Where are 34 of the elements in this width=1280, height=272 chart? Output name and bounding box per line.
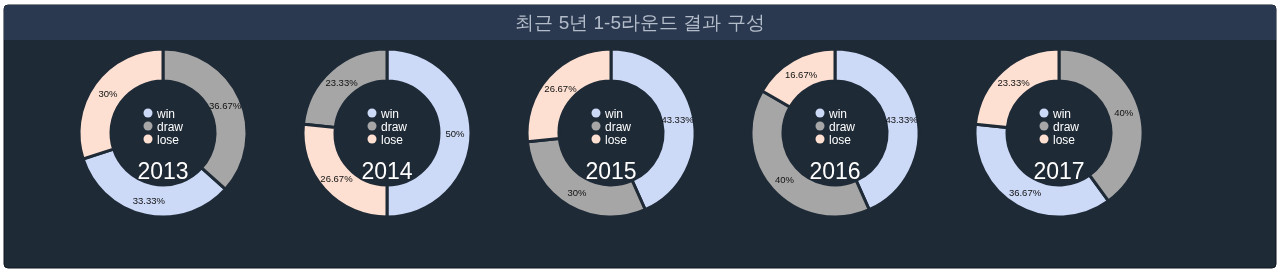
data-label: 23.33% (325, 77, 359, 89)
text: 2015 (585, 158, 637, 184)
legend-label: draw (605, 119, 632, 134)
legend-label: lose (829, 132, 852, 147)
data-label: 30% (567, 186, 588, 198)
data-label: 40% (774, 173, 795, 185)
legend-label: draw (1053, 119, 1080, 134)
data-label: 40% (1114, 106, 1134, 118)
text: 2016 (809, 158, 861, 184)
data-label: 50% (445, 128, 466, 139)
data-label: 16.67% (784, 69, 818, 81)
data-label: 30% (98, 88, 119, 100)
legend-label: win (604, 106, 624, 121)
legend-label: win (380, 106, 400, 121)
legend-label: draw (381, 119, 408, 134)
legend-label: draw (829, 119, 856, 134)
legend-label: lose (381, 132, 404, 147)
legend-label: lose (1053, 132, 1076, 147)
data-label: 36.67% (1008, 186, 1042, 198)
legend-label: lose (605, 132, 628, 147)
text: 2013 (137, 158, 189, 184)
data-label: 26.67% (320, 173, 354, 185)
text: 2017 (1033, 158, 1085, 184)
data-label: 23.33% (997, 77, 1031, 89)
legend-label: win (156, 106, 176, 121)
data-label: 36.67% (209, 100, 242, 112)
data-label: 26.67% (544, 82, 578, 94)
data-label: 33.33% (132, 194, 166, 206)
legend-label: lose (157, 132, 180, 147)
legend-label: win (1052, 106, 1072, 121)
text: 2014 (361, 158, 413, 184)
legend-label: draw (157, 119, 184, 134)
legend-label: win (828, 106, 848, 121)
text: 최근 5년 1-5라운드 결과 구성 (515, 12, 765, 33)
